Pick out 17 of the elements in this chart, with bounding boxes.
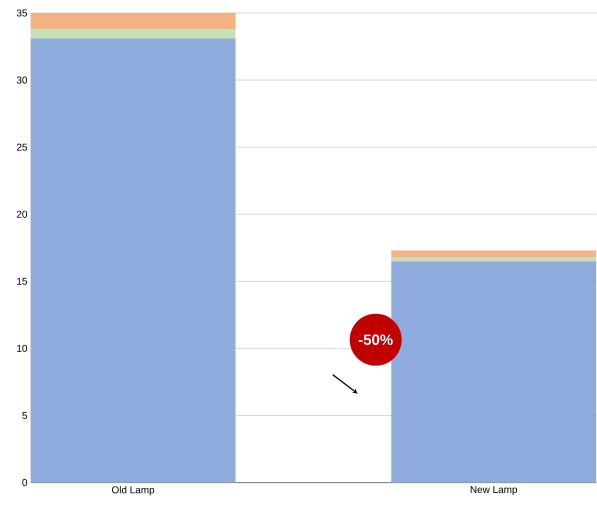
y-tick-label: 35 — [16, 10, 28, 17]
annotation: -50% — [358, 334, 393, 346]
y-tick-label: 25 — [16, 144, 28, 151]
x-tick-label: Old Lamp — [112, 486, 154, 496]
bar — [30, 13, 236, 30]
bar — [391, 250, 596, 258]
y-tick-label: 0 — [22, 479, 28, 486]
bar — [30, 29, 236, 39]
y-tick-label: 15 — [17, 278, 28, 286]
bar — [391, 257, 596, 262]
bar — [30, 38, 236, 483]
y-tick-label: 20 — [16, 210, 28, 218]
bar — [391, 261, 596, 483]
y-tick-label: 10 — [17, 345, 28, 352]
y-tick-label: 30 — [16, 76, 28, 84]
x-tick-label: New Lamp — [470, 486, 518, 496]
y-tick-label: 5 — [22, 412, 28, 420]
